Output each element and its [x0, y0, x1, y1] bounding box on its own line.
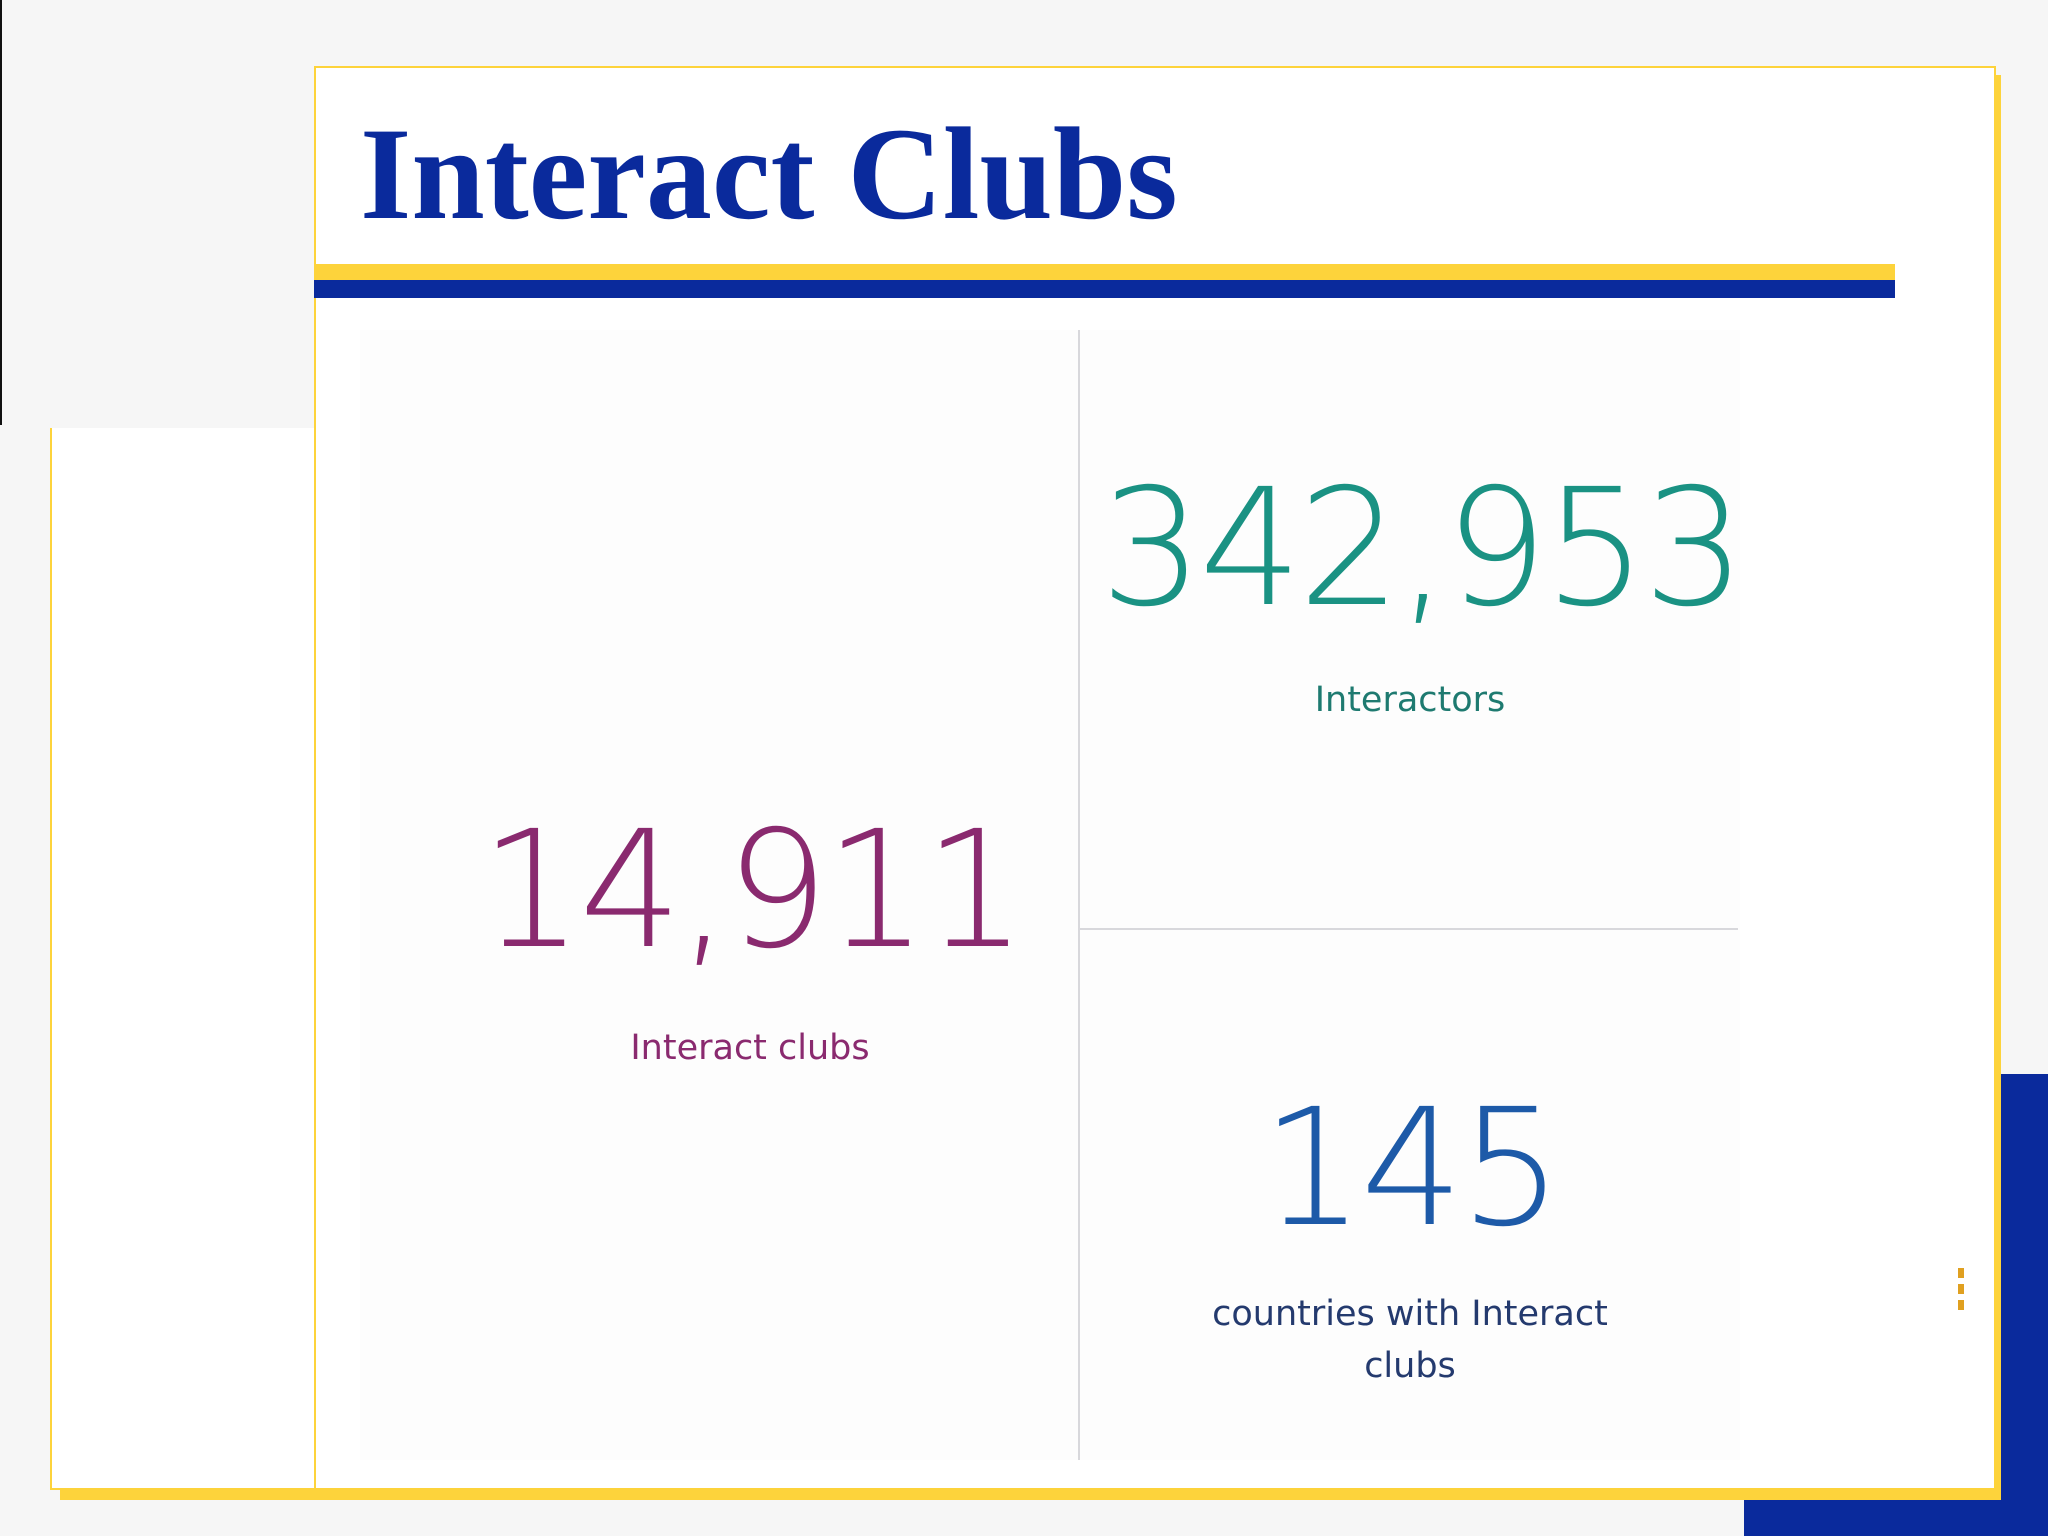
- stats-panel: [360, 330, 1740, 1460]
- stats-divider-vertical: [1078, 330, 1080, 1460]
- decorative-left-edge: [0, 0, 2, 425]
- stat-clubs-label: Interact clubs: [630, 1028, 870, 1068]
- stat-clubs-value: 14,911: [480, 797, 1027, 985]
- title-rule-blue: [314, 280, 1895, 298]
- stats-divider-horizontal: [1080, 928, 1738, 930]
- slide-title: Interact Clubs: [360, 100, 1178, 247]
- stat-countries-value: 145: [1261, 1075, 1562, 1263]
- decorative-mark: [1958, 1268, 1964, 1310]
- stat-interactors-label: Interactors: [1314, 680, 1506, 720]
- title-rule-yellow: [314, 264, 1895, 280]
- stat-interactors-value: 342,953: [1100, 455, 1746, 643]
- stat-countries-label: countries with Interact clubs: [1212, 1294, 1608, 1386]
